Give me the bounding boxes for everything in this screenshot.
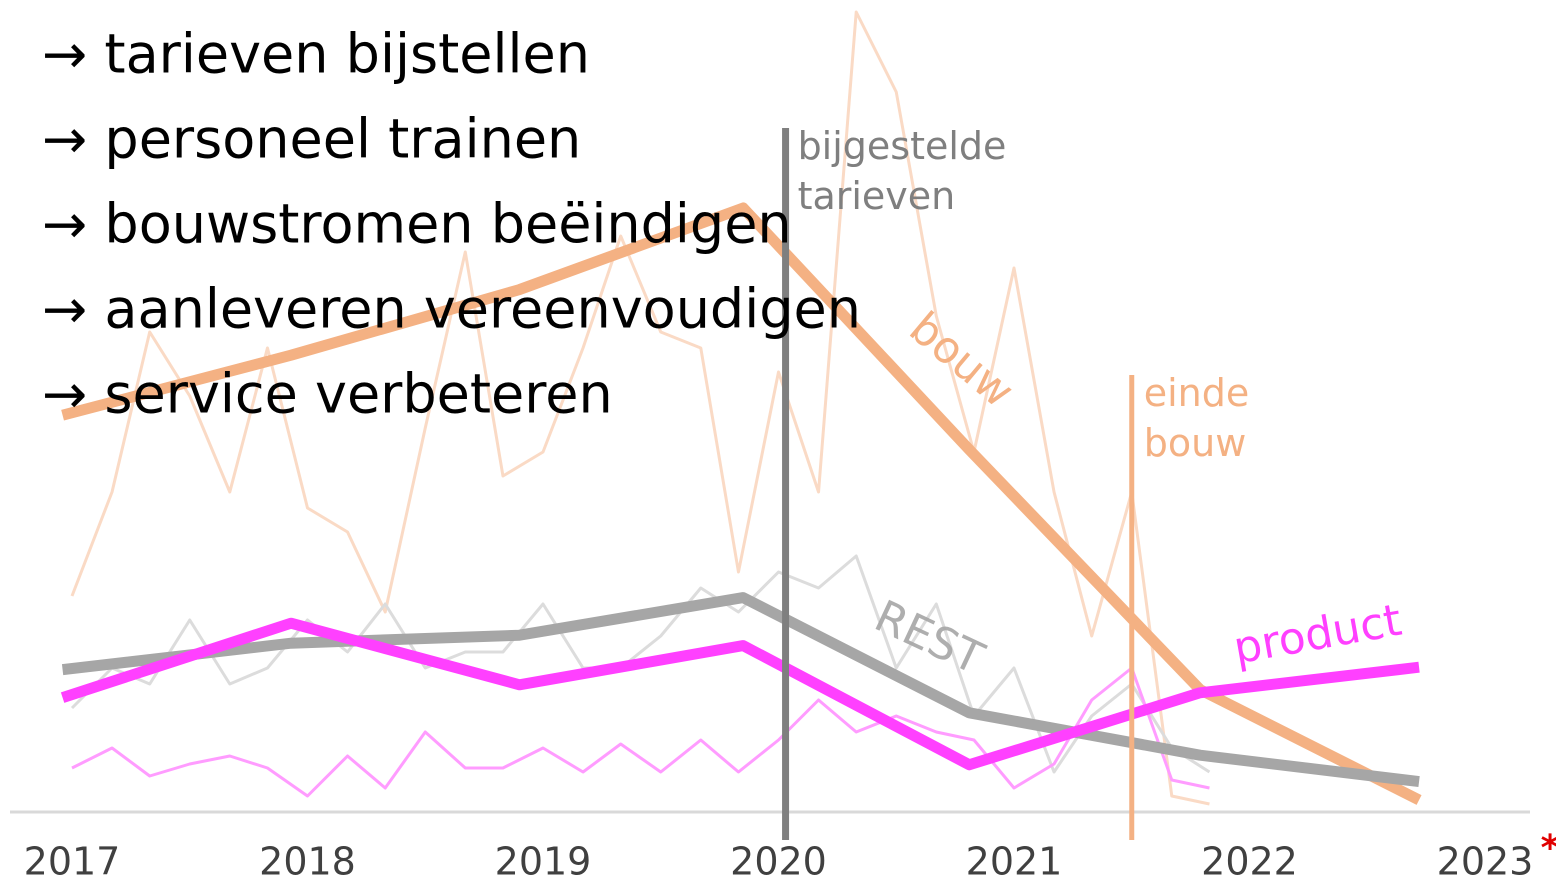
monthly-line [70, 554, 1211, 774]
bullet: → service verbeteren [42, 363, 613, 426]
x-tick-label: 2023 [1437, 840, 1534, 884]
monthly-line [70, 10, 1210, 806]
footnote-mark: * [1541, 828, 1556, 869]
bullet: → personeel trainen [42, 108, 581, 171]
x-tick-label: 2018 [259, 840, 356, 884]
marker-label: einde bouw [1144, 371, 1250, 465]
monthly-line [71, 666, 1210, 798]
x-tick-label: 2022 [1201, 840, 1298, 884]
series-label: product [1230, 595, 1406, 675]
x-tick-label: 2019 [495, 840, 592, 884]
marker-label: bijgestelde tarieven [798, 124, 1007, 218]
x-tick-label: 2020 [730, 840, 827, 884]
trend-line [60, 617, 1420, 771]
x-tick-label: 2021 [966, 840, 1063, 884]
bullet: → tarieven bijstellen [42, 23, 590, 86]
x-tick-label: 2017 [24, 840, 121, 884]
trend-line [61, 592, 1420, 788]
bullet: → aanleveren vereenvoudigen [42, 278, 861, 341]
bullet: → bouwstromen beëindigen [42, 193, 792, 256]
